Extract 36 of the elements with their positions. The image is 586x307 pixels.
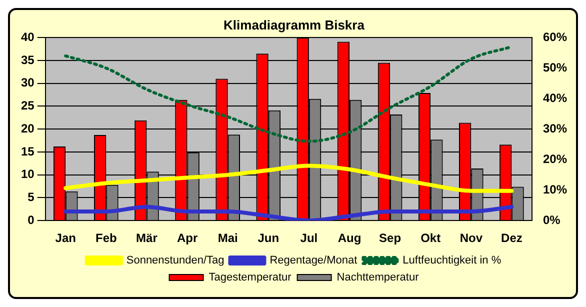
y-tick-label: 20 [20,121,35,136]
y-tick-label: 5 [28,190,35,204]
y-tick-label: 35 [20,52,35,67]
x-tick-label: Aug [338,231,362,246]
x-tick-label: Mär [136,231,158,246]
legend-label: Tagestemperatur [208,272,292,284]
y-tick-label: 30 [20,76,35,90]
legend-label: Luftfeuchtigkeit in % [402,254,502,267]
x-tick-label: Jun [258,231,280,246]
x-tick-label: Jan [55,231,76,246]
y2-tick-label: 10% [542,182,568,196]
chart-title: Klimadiagramm Biskra [224,17,366,32]
x-tick-label: Sep [379,231,402,246]
x-tick-label: Jul [300,231,318,246]
x-tick-label: Mai [218,231,238,246]
x-tick-label: Feb [96,231,117,246]
y2-tick-label: 20% [542,152,568,166]
y2-tick-label: 60% [542,30,568,44]
x-tick-label: Apr [176,231,198,246]
line-series [64,204,514,221]
legend-label: Sonnenstunden/Tag [126,254,224,267]
y2-tick-label: 0% [542,212,561,227]
y-tick-label: 25 [20,98,35,113]
y-tick-label: 40 [20,30,35,44]
y2-tick-label: 50% [542,60,568,74]
line-series [64,164,514,193]
y2-tick-label: 40% [542,90,568,105]
legend-label: Nachttemperatur [336,272,420,284]
y-tick-label: 15 [20,144,35,158]
x-tick-label: Dez [501,231,522,246]
x-tick-label: Nov [460,231,483,246]
legend-label: Regentage/Monat [270,254,358,267]
x-tick-label: Okt [420,231,441,246]
y2-tick-label: 30% [542,121,568,136]
y-tick-label: 0 [28,212,35,227]
y-tick-label: 10 [20,167,35,182]
